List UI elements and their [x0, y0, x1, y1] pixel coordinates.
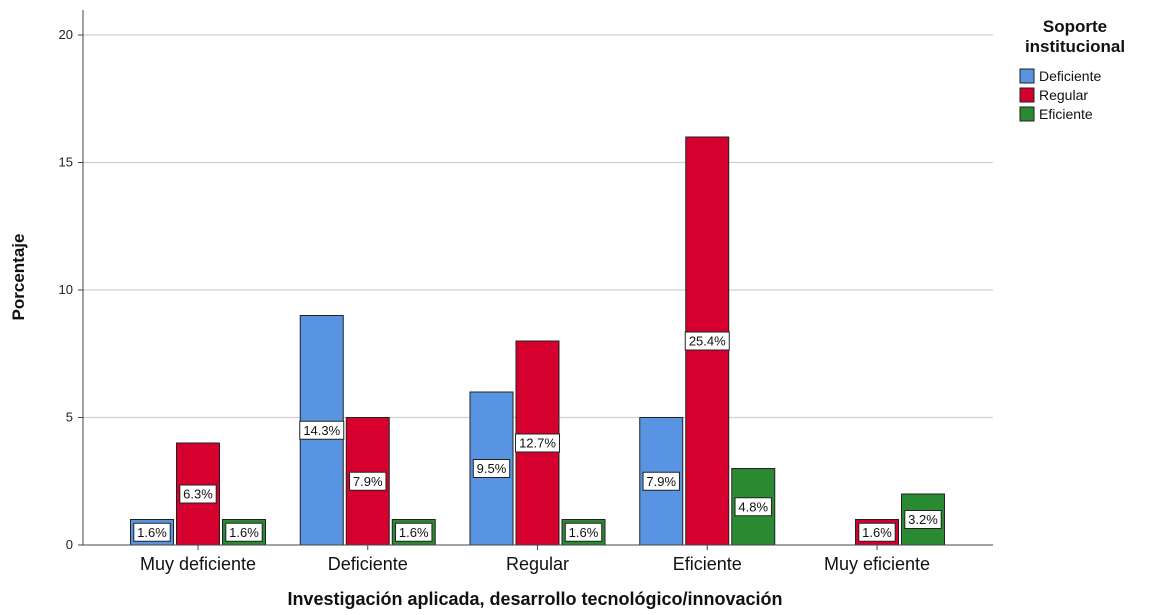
x-axis-categories: Muy deficiente Deficiente Regular Eficiente… — [140, 545, 930, 574]
legend-swatch — [1019, 68, 1035, 84]
legend-item: Regular — [1019, 87, 1088, 103]
data-label: 1.6% — [133, 522, 171, 542]
data-label-box — [133, 522, 171, 542]
data-label-box — [904, 510, 942, 529]
data-label-box — [299, 420, 345, 440]
data-label-text: 14.3% — [303, 423, 340, 438]
legend-swatch — [1019, 87, 1035, 103]
legend-label: Deficiente — [1039, 68, 1101, 84]
legend-label: Eficiente — [1039, 106, 1093, 122]
y-tick-label: 20 — [59, 27, 73, 42]
y-tick-label: 0 — [66, 537, 73, 552]
bars — [130, 136, 945, 546]
data-label-box — [684, 331, 730, 351]
data-label-text: 4.8% — [738, 499, 768, 514]
data-labels: 1.6% 6.3% 1.6% 14.3% 7.9% 1.6% 9.5% 12.7% 1.6% 7.… — [133, 331, 942, 542]
x-axis-title: Investigación aplicada, desarrollo tecno… — [287, 589, 782, 609]
data-label: 14.3% — [299, 420, 345, 440]
data-label-box — [395, 522, 433, 542]
data-label-box — [642, 471, 680, 491]
legend-title-line-1: Soporte — [1043, 17, 1107, 36]
x-tick-label: Deficiente — [328, 554, 408, 574]
x-tick-label: Eficiente — [673, 554, 742, 574]
data-label: 3.2% — [904, 510, 942, 529]
legend-item: Deficiente — [1019, 68, 1101, 84]
data-label-text: 7.9% — [353, 474, 383, 489]
legend-items: Deficiente Regular Eficiente — [1019, 68, 1101, 122]
data-label: 25.4% — [684, 331, 730, 351]
data-label-text: 1.6% — [137, 525, 167, 540]
data-label: 1.6% — [225, 522, 263, 542]
legend-swatch — [1019, 106, 1035, 122]
data-label-box — [564, 522, 603, 542]
x-tick-label: Muy eficiente — [824, 554, 930, 574]
y-tick-label: 10 — [59, 282, 73, 297]
data-label-box — [858, 522, 896, 542]
data-label: 9.5% — [472, 459, 511, 478]
data-label: 1.6% — [395, 522, 433, 542]
data-label-text: 9.5% — [477, 461, 507, 476]
legend-label: Regular — [1039, 87, 1088, 103]
data-label-box — [349, 471, 387, 491]
data-label-text: 3.2% — [908, 512, 938, 527]
legend: Soporte institucional Deficiente Regular E… — [1019, 17, 1125, 122]
x-tick-label: Regular — [506, 554, 569, 574]
y-axis-ticks: 0 5 10 15 20 — [59, 27, 83, 552]
legend-title-line-2: institucional — [1025, 37, 1125, 56]
data-label-box — [179, 484, 217, 504]
data-label-text: 1.6% — [569, 525, 599, 540]
data-label: 7.9% — [349, 471, 387, 491]
data-label: 7.9% — [642, 471, 680, 491]
data-label: 4.8% — [734, 497, 772, 517]
legend-item: Eficiente — [1019, 106, 1093, 122]
data-label-box — [734, 497, 772, 517]
data-label-box — [225, 522, 263, 542]
y-tick-label: 15 — [59, 155, 73, 170]
data-label-text: 1.6% — [862, 525, 892, 540]
data-label-box — [515, 433, 560, 453]
data-label-box — [472, 459, 511, 478]
data-label-text: 12.7% — [519, 436, 556, 451]
data-label: 6.3% — [179, 484, 217, 504]
data-label: 1.6% — [564, 522, 603, 542]
x-tick-label: Muy deficiente — [140, 554, 256, 574]
y-tick-label: 5 — [66, 410, 73, 425]
data-label: 12.7% — [515, 433, 560, 453]
data-label-text: 25.4% — [689, 334, 726, 349]
data-label-text: 1.6% — [229, 525, 259, 540]
data-label-text: 6.3% — [183, 487, 213, 502]
data-label: 1.6% — [858, 522, 896, 542]
data-label-text: 7.9% — [646, 474, 676, 489]
y-axis-title: Porcentaje — [9, 234, 28, 321]
data-label-text: 1.6% — [399, 525, 429, 540]
